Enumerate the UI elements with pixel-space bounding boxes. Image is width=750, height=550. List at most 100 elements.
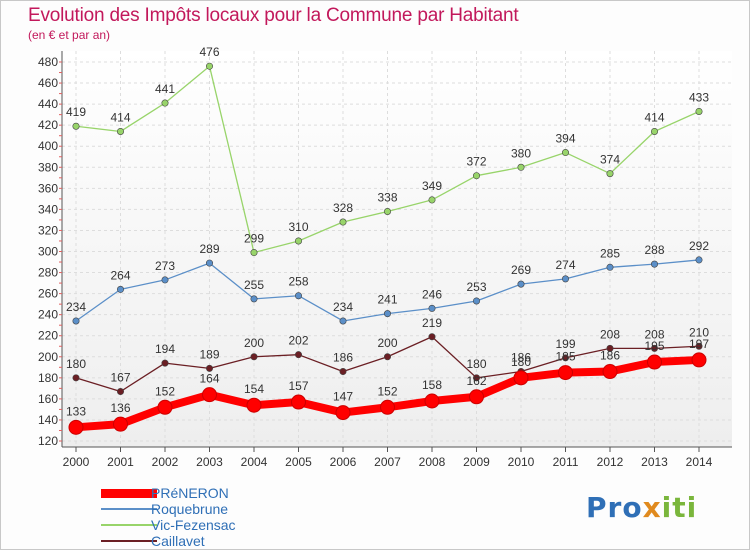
data-label: 219: [422, 316, 442, 330]
data-label: 133: [66, 404, 86, 418]
data-label: 274: [555, 258, 575, 272]
chart-title: Evolution des Impôts locaux pour la Comm…: [28, 5, 519, 26]
data-label: 273: [155, 259, 175, 273]
data-label: 180: [466, 357, 486, 371]
data-point: [428, 196, 436, 204]
data-label: 328: [333, 201, 353, 215]
data-label: 200: [244, 336, 264, 350]
data-label: 310: [288, 220, 308, 234]
data-point: [72, 122, 80, 130]
data-label: 264: [110, 268, 130, 282]
data-point: [561, 149, 569, 157]
data-point: [650, 260, 658, 268]
y-tick-label: 260: [38, 287, 58, 301]
data-point: [691, 352, 707, 368]
data-label: 162: [466, 374, 486, 388]
data-label: 419: [66, 105, 86, 119]
data-label: 164: [199, 372, 219, 386]
legend-swatch: [101, 488, 157, 498]
data-point: [380, 399, 395, 415]
data-label: 186: [511, 351, 531, 365]
data-label: 269: [511, 263, 531, 277]
data-label: 200: [377, 336, 397, 350]
data-label: 441: [155, 82, 175, 96]
data-label: 186: [333, 351, 353, 365]
data-label: 152: [377, 384, 397, 398]
data-label: 208: [600, 327, 620, 341]
data-point: [339, 368, 347, 376]
data-point: [647, 354, 662, 370]
data-point: [428, 333, 436, 341]
x-tick-label: 2008: [419, 455, 446, 469]
data-point: [558, 365, 573, 381]
data-label: 372: [466, 155, 486, 169]
data-point: [472, 297, 480, 305]
data-label: 255: [244, 278, 264, 292]
x-tick-label: 2014: [686, 455, 713, 469]
data-point: [72, 374, 80, 382]
x-tick-label: 2003: [196, 455, 223, 469]
data-label: 180: [511, 355, 531, 369]
data-label: 394: [555, 132, 575, 146]
legend-label: PRéNERON: [151, 485, 229, 501]
data-label: 285: [600, 246, 620, 260]
data-point: [294, 351, 302, 359]
data-point: [517, 163, 525, 171]
data-label: 194: [155, 342, 175, 356]
data-point: [606, 344, 614, 352]
data-point: [606, 170, 614, 178]
logo-part-3: iti: [661, 491, 698, 524]
data-point: [695, 342, 703, 350]
legend-item: Vic-Fezensac: [101, 517, 236, 533]
data-label: 185: [555, 350, 575, 364]
data-point: [339, 317, 347, 325]
x-tick-label: 2011: [553, 455, 579, 469]
legend: PRéNERON Roquebrune Vic-Fezensac Caillavet: [101, 485, 236, 549]
data-point: [250, 353, 258, 361]
legend-swatch: [101, 540, 157, 542]
data-point: [117, 388, 125, 396]
data-point: [606, 263, 614, 271]
x-tick-label: 2001: [107, 455, 134, 469]
legend-label: Roquebrune: [151, 501, 229, 517]
x-tick-label: 2000: [63, 455, 90, 469]
data-label: 246: [422, 287, 442, 301]
x-tick-label: 2004: [241, 455, 268, 469]
legend-swatch: [101, 524, 157, 526]
plot-area: [62, 51, 732, 447]
data-label: 476: [199, 45, 219, 59]
proxiti-logo: Proxiti: [586, 491, 697, 524]
y-tick-label: 220: [38, 329, 58, 343]
data-label: 299: [244, 232, 264, 246]
data-point: [469, 389, 484, 405]
y-tick-label: 180: [38, 371, 58, 385]
x-tick-label: 2007: [374, 455, 401, 469]
data-point: [113, 416, 128, 432]
data-label: 210: [689, 325, 709, 339]
data-point: [161, 99, 169, 107]
data-label: 157: [288, 379, 308, 393]
y-tick-label: 380: [38, 160, 58, 174]
data-label: 288: [644, 243, 664, 257]
legend-item: Roquebrune: [101, 501, 236, 517]
data-point: [561, 354, 569, 362]
data-point: [424, 393, 440, 409]
data-point: [161, 276, 169, 284]
data-point: [161, 359, 169, 367]
y-tick-label: 140: [38, 413, 58, 427]
data-point: [695, 107, 703, 115]
data-label: 253: [466, 280, 486, 294]
data-point: [250, 249, 258, 257]
y-tick-label: 300: [38, 245, 58, 259]
y-tick-label: 340: [38, 202, 58, 216]
legend-item: PRéNERON: [101, 485, 236, 501]
data-label: 180: [66, 357, 86, 371]
y-tick-label: 460: [38, 76, 58, 90]
data-point: [517, 280, 525, 288]
y-tick-label: 240: [38, 308, 58, 322]
data-point: [246, 397, 262, 413]
data-label: 152: [155, 384, 175, 398]
data-label: 195: [644, 339, 664, 353]
data-label: 202: [288, 334, 308, 348]
